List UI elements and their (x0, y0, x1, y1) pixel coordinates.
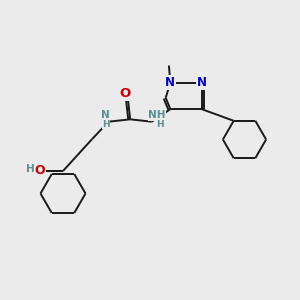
Text: O: O (119, 87, 130, 100)
Text: N: N (101, 110, 110, 120)
Text: NH: NH (148, 110, 166, 120)
Text: H: H (26, 164, 35, 174)
Text: O: O (34, 164, 45, 178)
Text: N: N (165, 76, 176, 89)
Text: H: H (156, 120, 164, 129)
Text: N: N (197, 76, 207, 89)
Text: H: H (102, 120, 110, 129)
